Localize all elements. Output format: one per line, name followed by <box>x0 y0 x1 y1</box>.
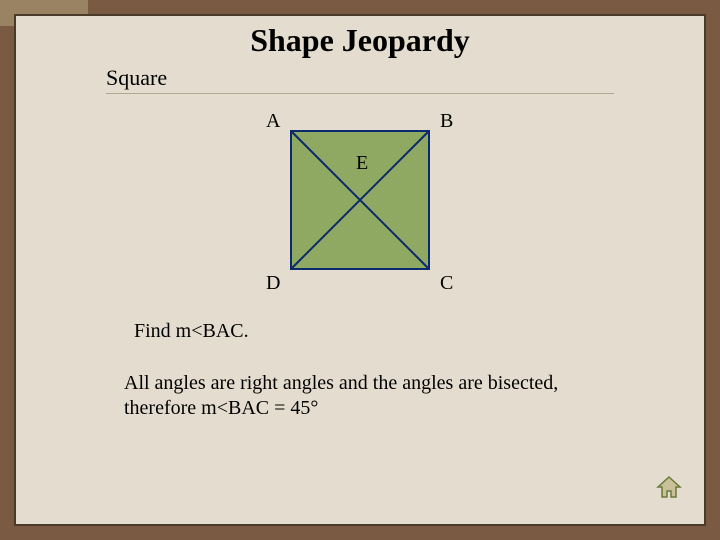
slide-title: Shape Jeopardy <box>16 16 704 59</box>
vertex-label-d: D <box>266 272 280 295</box>
square-svg <box>290 130 430 270</box>
answer-text: All angles are right angles and the angl… <box>124 371 604 421</box>
home-icon <box>656 475 682 499</box>
vertex-label-b: B <box>440 110 453 133</box>
square-diagram: A B E D C <box>230 112 490 302</box>
vertex-label-c: C <box>440 272 453 295</box>
subtitle-row: Square <box>106 65 614 94</box>
home-button[interactable] <box>656 475 682 504</box>
outer-frame: Shape Jeopardy Square A B E D C Find m<B… <box>0 0 720 540</box>
question-text: Find m<BAC. <box>134 320 704 343</box>
vertex-label-e: E <box>356 152 368 175</box>
vertex-label-a: A <box>266 110 280 133</box>
subtitle-text: Square <box>106 65 614 91</box>
slide-area: Shape Jeopardy Square A B E D C Find m<B… <box>14 14 706 526</box>
